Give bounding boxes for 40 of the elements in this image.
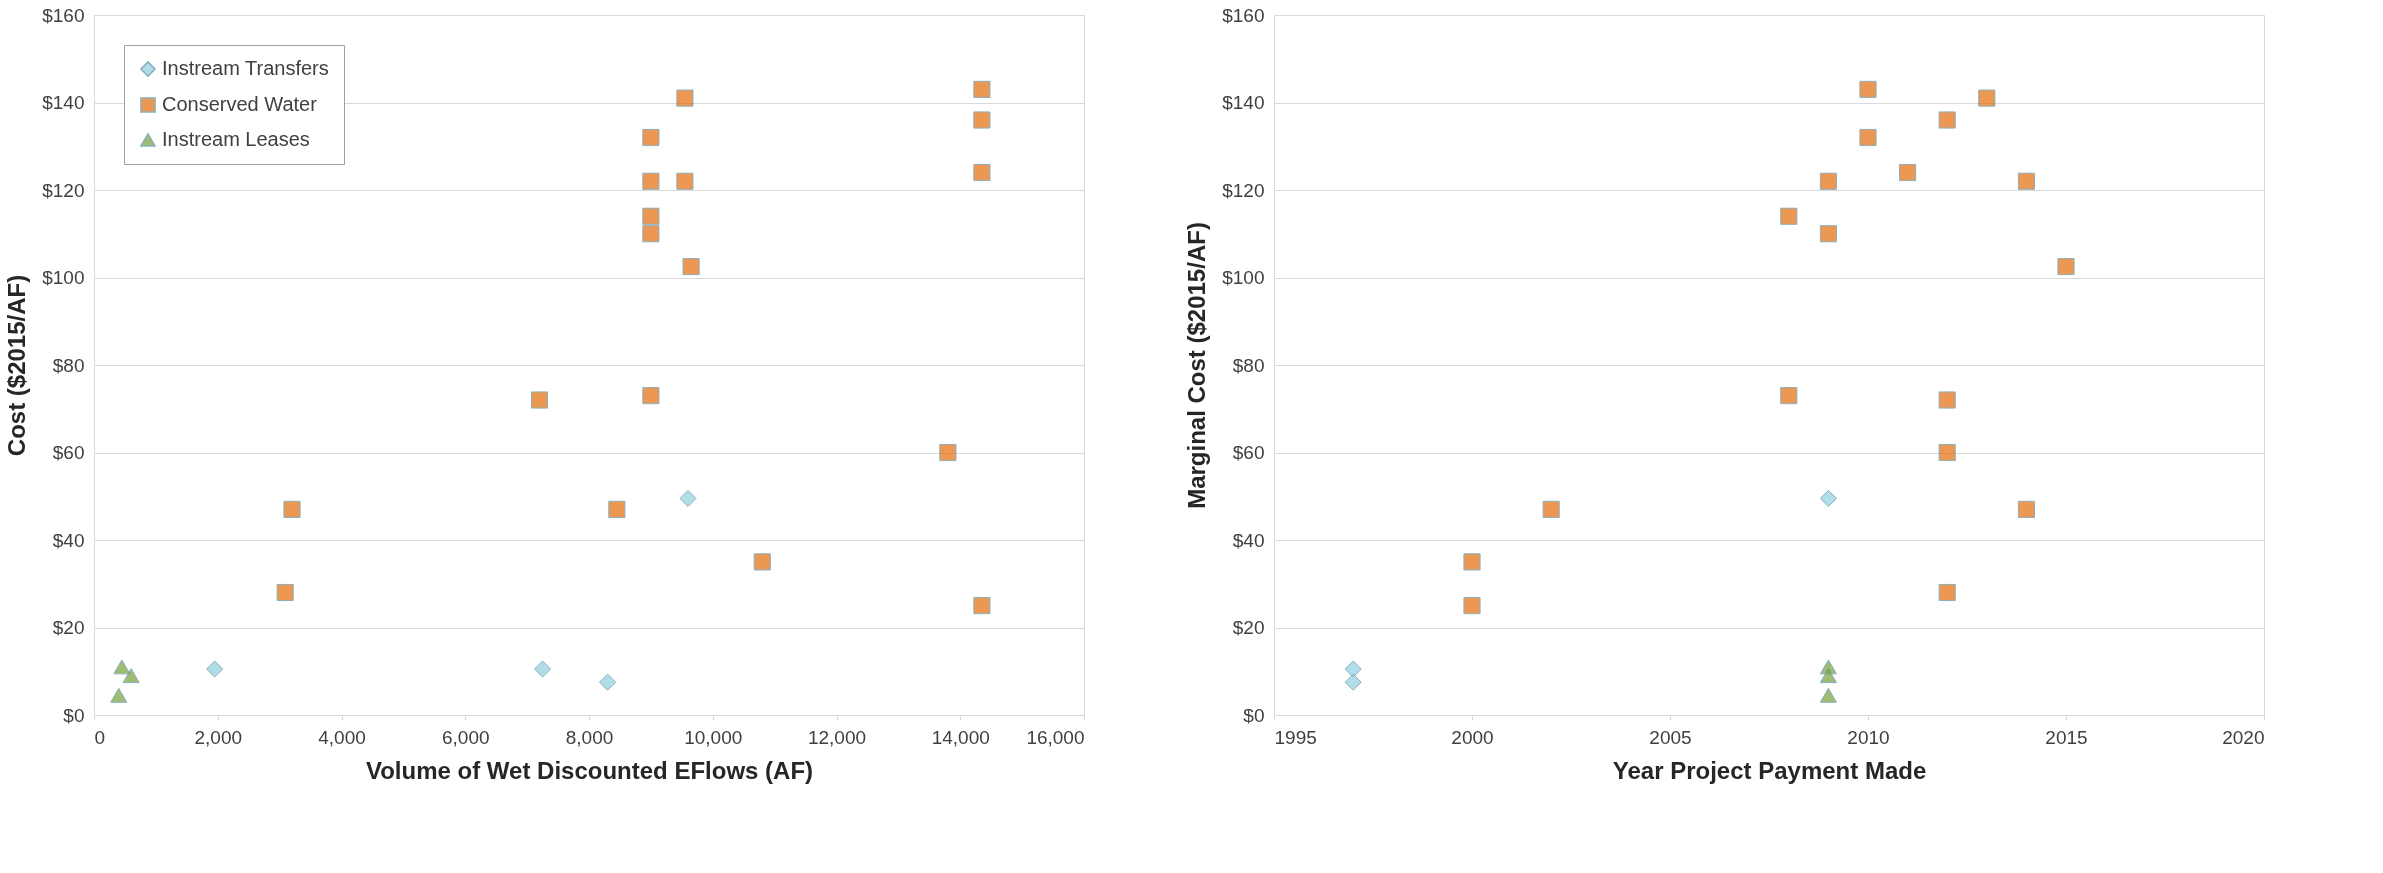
y-tick-label: $60 bbox=[1232, 442, 1265, 463]
legend-label: Conserved Water bbox=[162, 93, 318, 115]
x-tick-label: 12,000 bbox=[807, 726, 867, 748]
x-tick-label: 2005 bbox=[1649, 726, 1692, 748]
y-axis-title: Marginal Cost ($2015/AF) bbox=[1183, 222, 1211, 509]
y-tick-label: $20 bbox=[1232, 617, 1265, 638]
y-tick-label: $160 bbox=[42, 4, 85, 26]
y-tick-label: $20 bbox=[52, 617, 85, 638]
y-tick-label: $140 bbox=[1222, 92, 1265, 113]
x-tick-label: 2020 bbox=[2222, 726, 2265, 748]
x-tick-label: 4,000 bbox=[318, 726, 366, 748]
x-tick-label: 14,000 bbox=[931, 726, 990, 748]
x-tick-label: 8,000 bbox=[565, 726, 614, 748]
y-tick-label: $160 bbox=[1222, 4, 1265, 26]
x-tick-label: 6,000 bbox=[441, 726, 490, 748]
x-tick-label: 16,000 bbox=[1026, 726, 1085, 748]
y-tick-label: $100 bbox=[1222, 267, 1265, 288]
x-axis-title: Volume of Wet Discounted EFlows (AF) bbox=[365, 756, 814, 784]
x-tick-label: 10,000 bbox=[684, 726, 743, 748]
y-tick-label: $80 bbox=[1232, 354, 1265, 376]
x-tick-label: 2,000 bbox=[194, 726, 243, 748]
y-tick-label: $140 bbox=[42, 92, 85, 113]
x-axis-title: Year Project Payment Made bbox=[1612, 756, 1927, 784]
x-tick-label: 2010 bbox=[1847, 726, 1890, 748]
legend-label: Instream Transfers bbox=[162, 57, 329, 79]
x-tick-label: 0 bbox=[94, 726, 106, 748]
y-tick-label: $40 bbox=[52, 529, 85, 551]
y-tick-label: $120 bbox=[1222, 179, 1265, 201]
y-tick-label: $80 bbox=[52, 354, 85, 376]
y-tick-label: $0 bbox=[63, 704, 85, 726]
y-tick-label: $60 bbox=[52, 442, 85, 463]
x-tick-label: 2000 bbox=[1451, 726, 1494, 748]
y-tick-label: $40 bbox=[1232, 529, 1265, 551]
y-axis-title: Cost ($2015/AF) bbox=[3, 274, 31, 457]
y-tick-label: $120 bbox=[42, 179, 85, 201]
y-tick-label: $100 bbox=[42, 267, 85, 288]
legend-label: Instream Leases bbox=[162, 128, 310, 150]
x-tick-label: 2015 bbox=[2045, 726, 2088, 748]
y-tick-label: $0 bbox=[1243, 704, 1265, 726]
x-tick-label: 1995 bbox=[1274, 726, 1317, 748]
